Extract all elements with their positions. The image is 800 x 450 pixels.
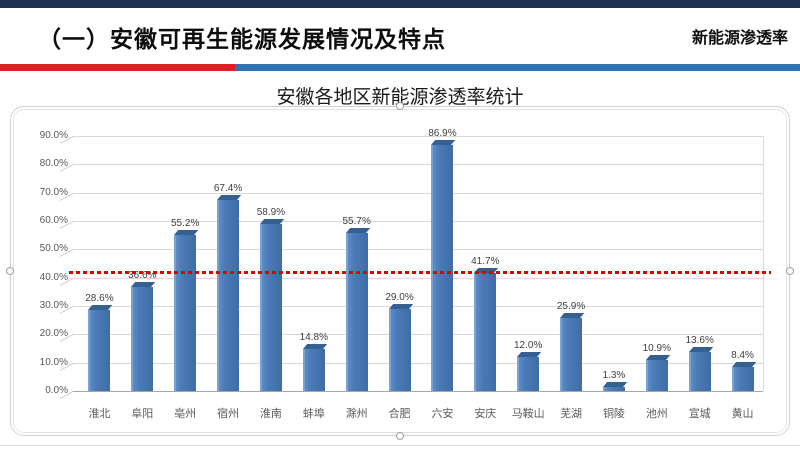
y-tick-label: 60.0%	[39, 215, 68, 226]
gridline	[72, 277, 763, 279]
selection-handle-top[interactable]	[396, 102, 404, 110]
bar	[560, 312, 585, 391]
bar-top-cap	[602, 382, 628, 388]
top-navy-strip	[0, 0, 800, 8]
bar-value-label: 41.7%	[471, 255, 500, 267]
bar	[474, 267, 499, 391]
category-label: 蚌埠	[302, 408, 325, 420]
y-tick-label: 40.0%	[39, 271, 68, 283]
category-label: 马鞍山	[511, 408, 545, 420]
x-axis-line	[72, 391, 763, 392]
gridline	[72, 334, 763, 336]
gridline	[72, 249, 763, 251]
bar-top-cap	[174, 229, 199, 235]
slide-bottom-rule	[0, 445, 800, 446]
bar	[388, 303, 413, 391]
y-tick-label: 10.0%	[39, 356, 68, 368]
bar	[645, 355, 671, 391]
selection-handle-right[interactable]	[786, 267, 794, 275]
bar	[131, 282, 156, 391]
gridline	[72, 221, 763, 222]
bar	[517, 352, 542, 391]
category-label: 池州	[645, 408, 668, 420]
category-label: 合肥	[388, 408, 411, 420]
y-tick-label: 20.0%	[39, 328, 68, 340]
gridline	[72, 192, 763, 194]
bar-value-label: 58.9%	[256, 207, 286, 219]
bar	[731, 362, 756, 391]
bar-value-label: 8.4%	[731, 350, 754, 362]
header-corner-label: 新能源渗透率	[691, 30, 788, 47]
category-label: 六安	[431, 408, 454, 420]
bar-value-label: 67.4%	[213, 183, 243, 195]
bar-value-label: 12.0%	[514, 340, 543, 351]
bar	[302, 344, 328, 391]
bar-top-cap	[302, 344, 328, 350]
bar-top-cap	[731, 362, 756, 368]
category-label: 安庆	[474, 408, 497, 420]
bar	[88, 304, 113, 391]
bar	[345, 228, 370, 391]
bar-top-cap	[688, 347, 713, 353]
divider-red-segment	[0, 64, 235, 71]
bar-top-cap	[217, 195, 242, 201]
y-tick-label: 80.0%	[39, 158, 68, 170]
bar-top-cap	[388, 303, 413, 309]
category-label: 滁州	[345, 408, 368, 420]
category-label: 阜阳	[131, 408, 154, 420]
bar-top-cap	[345, 228, 370, 234]
y-tick-label: 50.0%	[39, 243, 68, 255]
category-label: 铜陵	[602, 408, 625, 420]
category-label: 淮北	[88, 408, 111, 420]
category-label: 宣城	[688, 408, 711, 420]
bar	[431, 139, 456, 391]
page-title: （一）安徽可再生能源发展情况及特点	[38, 26, 446, 52]
y-tick-label: 90.0%	[39, 130, 68, 141]
bar	[259, 219, 285, 391]
gridline	[72, 362, 763, 364]
selection-handle-left[interactable]	[6, 267, 14, 275]
category-label: 芜湖	[560, 408, 583, 420]
bar-top-cap	[431, 139, 456, 145]
bar	[688, 347, 713, 391]
category-label: 宿州	[217, 408, 240, 420]
bar-value-label: 28.6%	[85, 292, 114, 304]
bar	[217, 195, 242, 391]
bar-value-label: 25.9%	[556, 300, 586, 312]
gridline	[72, 164, 763, 166]
bar	[174, 229, 199, 391]
bar-top-cap	[259, 219, 285, 225]
bar-value-label: 1.3%	[602, 370, 626, 382]
chart-title: 安徽各地区新能源渗透率统计	[276, 87, 524, 108]
bar-top-cap	[560, 312, 585, 318]
y-tick-label: 0.0%	[45, 385, 68, 396]
y-tick-label: 70.0%	[39, 186, 68, 198]
bar-top-cap	[517, 352, 542, 357]
chart-frame[interactable]: 0.0% 10.0% 20.0% 30.0% 40.0% 50.0% 60.0% 70.0% 8…	[10, 106, 790, 436]
bar-top-cap	[131, 282, 156, 288]
bar-value-label: 13.6%	[685, 335, 714, 347]
bar-value-label: 10.9%	[642, 343, 671, 355]
selection-handle-bottom[interactable]	[396, 432, 404, 440]
bar-value-label: 55.7%	[342, 216, 371, 228]
category-label: 亳州	[174, 408, 197, 420]
bar-top-cap	[645, 355, 671, 361]
category-label: 淮南	[259, 408, 282, 420]
gridline	[72, 136, 763, 137]
bar-value-label: 55.2%	[171, 217, 200, 229]
divider-blue-segment	[235, 64, 800, 71]
bar-value-label: 14.8%	[299, 332, 328, 344]
bar-value-label: 36.6%	[128, 270, 157, 282]
plot-area: 0.0% 10.0% 20.0% 30.0% 40.0% 50.0% 60.0% 70.0% 8…	[40, 128, 771, 420]
bar-value-label: 86.9%	[428, 127, 457, 139]
bar	[602, 382, 628, 391]
bar-top-cap	[88, 304, 113, 310]
y-tick-label: 30.0%	[39, 300, 68, 311]
category-label: 黄山	[731, 408, 754, 420]
gridline	[72, 306, 763, 307]
bar-value-label: 29.0%	[385, 291, 414, 303]
reference-line	[69, 271, 771, 274]
